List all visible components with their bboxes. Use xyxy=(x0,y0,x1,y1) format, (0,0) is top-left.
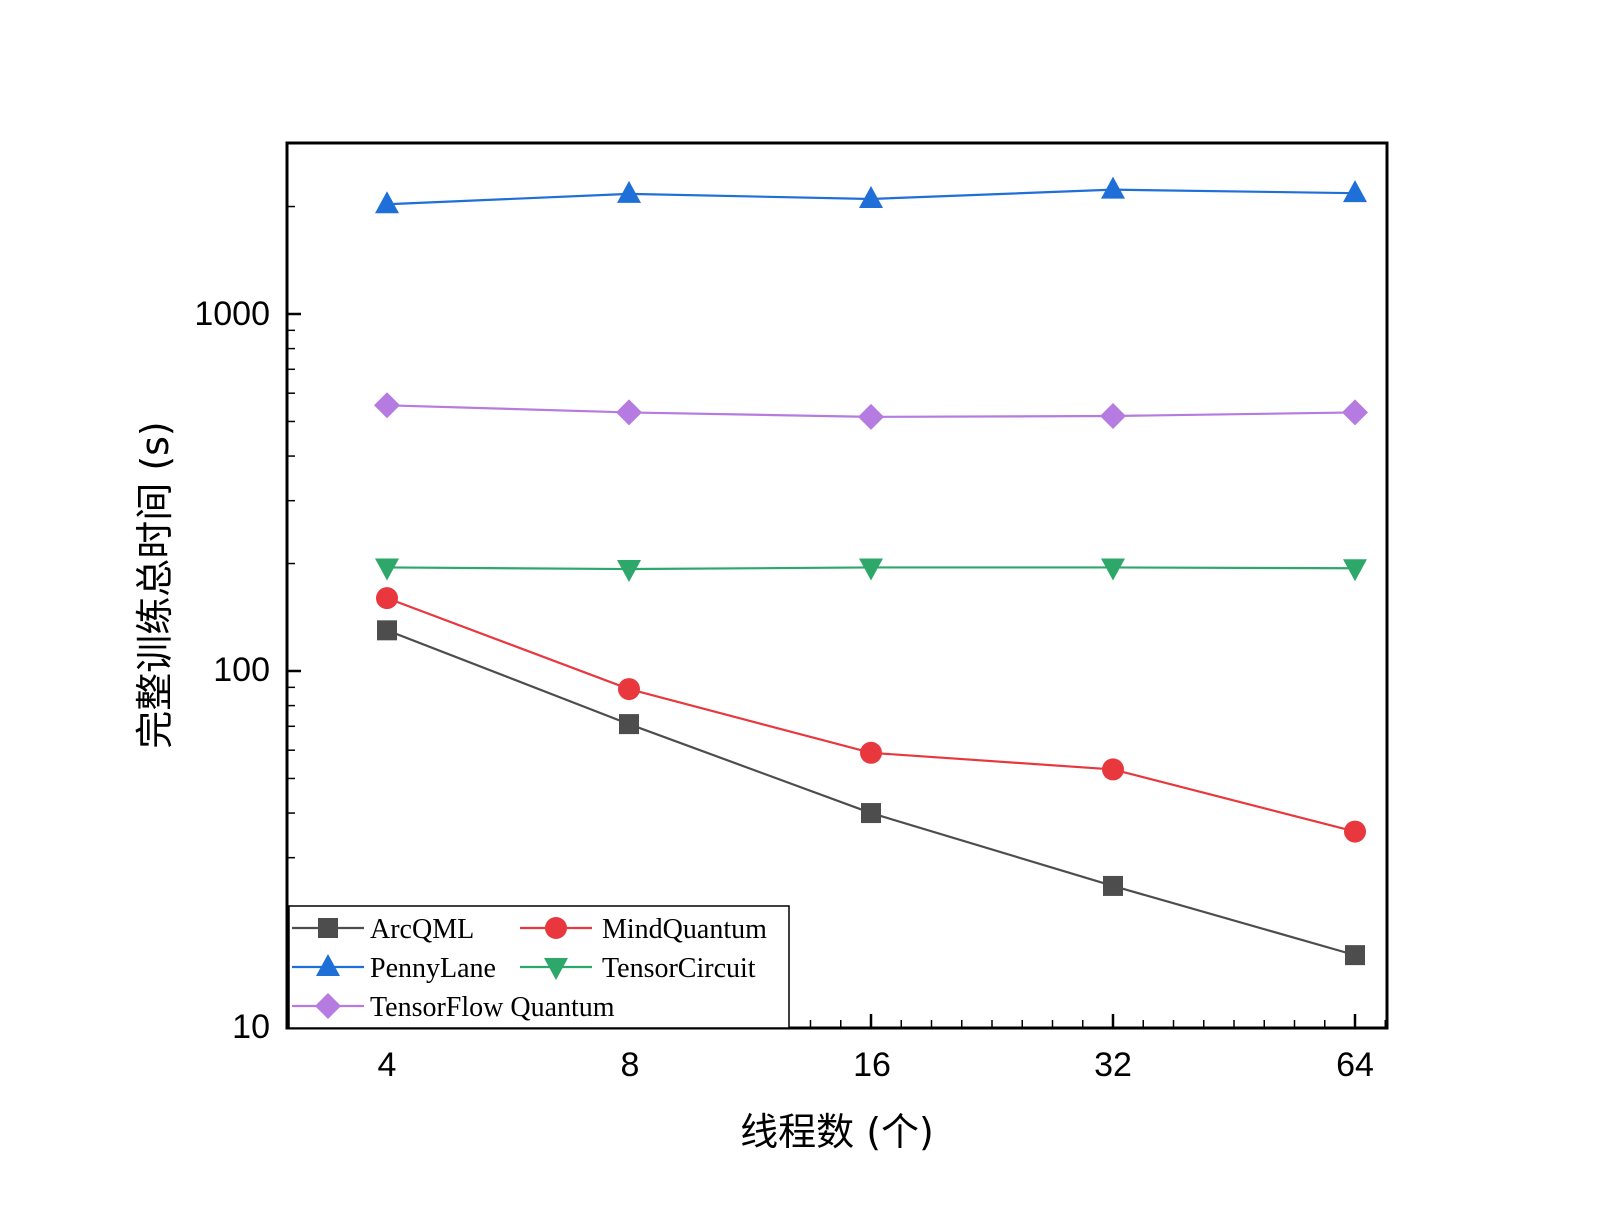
data-point-pennylane xyxy=(859,185,883,208)
data-point-tensorflow-quantum xyxy=(1100,402,1126,429)
data-point-tensorflow-quantum xyxy=(374,392,400,419)
legend-marker-pennylane xyxy=(316,954,340,976)
data-point-tensorcircuit xyxy=(1101,558,1125,581)
x-tick-label: 16 xyxy=(853,1046,891,1084)
legend-label-tensorcircuit: TensorCircuit xyxy=(602,953,756,984)
data-point-arcqml xyxy=(1345,945,1365,966)
x-tick-label: 8 xyxy=(621,1046,640,1084)
legend-label-mindquantum: MindQuantum xyxy=(602,914,767,945)
y-axis-title: 完整训练总时间 (s) xyxy=(133,421,177,749)
legend-marker-mindquantum xyxy=(545,917,567,939)
x-tick-labels: 4 8 16 32 64 xyxy=(378,1046,1374,1084)
legend-entries: ArcQML MindQuantum PennyLane TensorCircu… xyxy=(292,914,767,1023)
data-point-arcqml xyxy=(861,803,881,824)
data-point-mindquantum xyxy=(1344,820,1366,843)
legend-label-arcqml: ArcQML xyxy=(370,914,474,945)
y-tick-label: 1000 xyxy=(194,295,270,333)
data-point-tensorcircuit xyxy=(859,558,883,581)
data-point-tensorflow-quantum xyxy=(616,399,642,426)
data-point-mindquantum xyxy=(376,587,398,610)
data-point-mindquantum xyxy=(860,741,882,764)
legend-label-pennylane: PennyLane xyxy=(370,953,496,984)
series-layer xyxy=(374,176,1368,966)
data-point-pennylane xyxy=(617,180,641,203)
data-point-pennylane xyxy=(1343,180,1367,203)
data-point-arcqml xyxy=(1103,875,1123,896)
data-point-mindquantum xyxy=(618,678,640,701)
legend-marker-tensorcircuit xyxy=(544,958,568,980)
data-point-tensorcircuit xyxy=(1343,559,1367,582)
data-point-tensorflow-quantum xyxy=(858,403,884,430)
data-point-mindquantum xyxy=(1102,758,1124,781)
data-point-arcqml xyxy=(619,714,639,735)
x-axis-title: 线程数 (个) xyxy=(740,1110,934,1154)
x-tick-label: 32 xyxy=(1094,1046,1132,1084)
data-point-tensorcircuit xyxy=(375,558,399,581)
plot-frame xyxy=(285,141,1389,1030)
legend-marker-arcqml xyxy=(318,918,338,938)
legend-label-tensorflow-quantum: TensorFlow Quantum xyxy=(370,992,615,1023)
legend: ArcQML MindQuantum PennyLane TensorCircu… xyxy=(288,905,790,1029)
y-tick-label: 100 xyxy=(213,651,270,689)
x-tick-label: 4 xyxy=(378,1046,397,1084)
data-point-arcqml xyxy=(377,620,397,641)
legend-marker-tensorflow-quantum xyxy=(315,993,341,1019)
y-tick-label: 10 xyxy=(232,1008,270,1046)
data-point-tensorflow-quantum xyxy=(1342,399,1368,426)
data-point-tensorcircuit xyxy=(617,560,641,583)
data-point-pennylane xyxy=(1101,176,1125,199)
y-tick-labels: 1000 100 10 xyxy=(194,295,270,1046)
major-ticks xyxy=(287,142,1386,1030)
series-line-mindquantum xyxy=(386,597,1356,833)
data-point-pennylane xyxy=(375,191,399,214)
x-tick-label: 64 xyxy=(1336,1046,1374,1084)
